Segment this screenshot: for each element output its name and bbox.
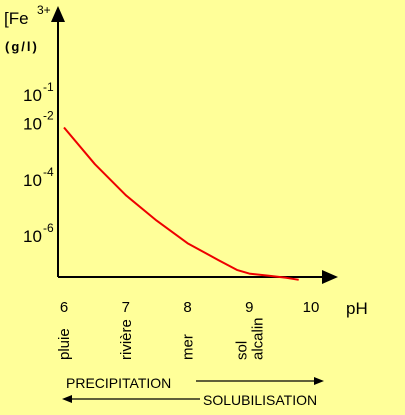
x-tick-label-2: 8 <box>183 299 191 316</box>
y-axis-arrow <box>51 6 65 22</box>
y-tick-label-1: 10 <box>23 114 42 133</box>
y-tick-label-3: 10 <box>23 227 42 246</box>
environment-labels: pluie rivière mer sol alcalin <box>56 317 266 360</box>
y-axis-unit: (g/l) <box>5 39 39 54</box>
precipitation-label: PRECIPITATION <box>66 375 171 391</box>
solubilisation-arrowhead <box>62 395 72 403</box>
x-tick-label-3: 9 <box>245 299 253 316</box>
y-tick-label-2: 10 <box>23 171 42 190</box>
environment-label-1-0: rivière <box>118 319 135 360</box>
y-tick-exponent-1: -2 <box>43 108 54 122</box>
environment-label-2-0: mer <box>180 334 197 360</box>
environment-label-3-1: alcalin <box>249 317 266 360</box>
y-axis-title-main: [Fe <box>4 9 29 28</box>
y-tick-exponent-0: -1 <box>43 80 54 94</box>
x-axis-title: pH <box>346 299 368 318</box>
y-tick-exponent-2: -4 <box>43 165 54 179</box>
series-line-0 <box>63 126 299 281</box>
y-tick-exponent-3: -6 <box>43 221 54 235</box>
precipitation-arrowhead <box>314 377 324 385</box>
x-tick-label-0: 6 <box>60 299 68 316</box>
x-tick-label-1: 7 <box>122 299 130 316</box>
x-axis-arrow <box>322 270 338 284</box>
y-axis-title-sup: 3+ <box>37 3 51 17</box>
x-tick-labels: 6 7 8 9 10 <box>60 299 320 316</box>
environment-label-0-0: pluie <box>56 328 73 360</box>
y-tick-label-0: 10 <box>23 86 42 105</box>
environment-label-3-0: sol <box>233 341 250 360</box>
solubilisation-label: SOLUBILISATION <box>203 392 317 408</box>
y-axis-title: [Fe <box>4 9 29 28</box>
series-layer <box>63 126 299 281</box>
x-tick-label-4: 10 <box>303 299 320 316</box>
y-tick-labels: 10 -110 -210 -410 -6 <box>23 80 54 246</box>
